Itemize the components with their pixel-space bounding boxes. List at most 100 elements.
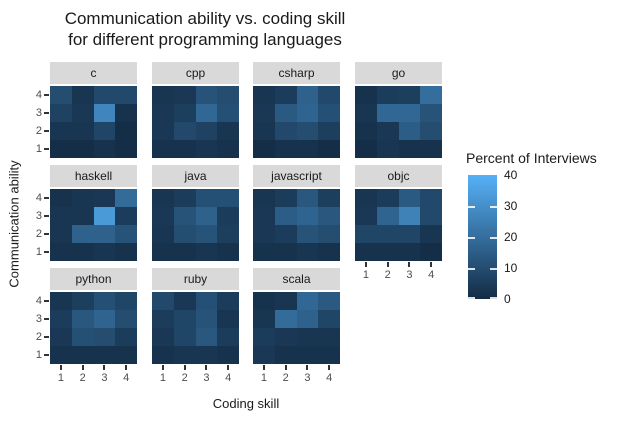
heatmap-cell-haskell-x1-y4 [50,189,72,207]
colorbar-tick [490,297,497,299]
heatmap-cell-haskell-x2-y3 [71,207,94,225]
heatmap-cell-java-x1-y1 [152,243,174,261]
y-tick-label: 1 [35,246,42,258]
facet-strip-ruby: ruby [152,268,239,290]
y-tick-mark [44,251,49,253]
chart-title-line1: Communication ability vs. coding skill [64,9,346,28]
heatmap-cell-javascript-x2-y3 [274,207,297,225]
heatmap-cell-java-x3-y4 [195,189,218,207]
facet-strip-label: c [90,66,97,80]
heatmap-cell-ruby-x1-y4 [152,292,174,310]
heatmap-cell-c-x3-y4 [93,86,116,104]
y-tick-mark [44,148,49,150]
x-tick-label: 1 [159,372,166,384]
facet-strip-label: haskell [74,169,113,183]
heatmap-cell-python-x4-y2 [115,328,137,346]
heatmap-cell-scala-x4-y1 [318,346,340,364]
facet-strip-scala: scala [253,268,340,290]
facet-strip-java: java [152,165,239,187]
x-tick-label: 1 [260,372,267,384]
facet-panel-csharp [253,86,340,158]
y-tick-label: 1 [35,143,42,155]
heatmap-cell-python-x3-y4 [93,292,116,310]
legend-tick-label-40: 40 [504,168,518,182]
heatmap-cell-cpp-x2-y1 [173,140,196,158]
heatmap-cell-scala-x1-y3 [253,310,275,328]
heatmap-cell-haskell-x3-y2 [93,225,116,243]
heatmap-cell-haskell-x4-y4 [115,189,137,207]
heatmap-cell-go-x4-y4 [420,86,442,104]
y-tick-mark [44,94,49,96]
heatmap-cell-objc-x2-y1 [376,243,399,261]
x-tick-label: 3 [304,372,311,384]
heatmap-cell-ruby-x4-y1 [217,346,239,364]
heatmap-cell-python-x1-y4 [50,292,72,310]
heatmap-cell-python-x4-y3 [115,310,137,328]
facet-panel-cpp [152,86,239,158]
heatmap-cell-haskell-x4-y3 [115,207,137,225]
heatmap-cell-cpp-x2-y2 [173,122,196,140]
heatmap-cell-python-x4-y4 [115,292,137,310]
heatmap-cell-csharp-x4-y2 [318,122,340,140]
x-tick-mark [306,365,309,370]
heatmap-cell-haskell-x1-y3 [50,207,72,225]
heatmap-cell-objc-x1-y4 [355,189,377,207]
heatmap-cell-python-x4-y1 [115,346,137,364]
heatmap-cell-java-x3-y3 [195,207,218,225]
heatmap-cell-javascript-x2-y2 [274,225,297,243]
heatmap-cell-python-x2-y2 [71,328,94,346]
facet-strip-label: ruby [183,272,208,286]
heatmap-cell-ruby-x4-y3 [217,310,239,328]
heatmap-cell-csharp-x1-y2 [253,122,275,140]
heatmap-cell-objc-x2-y3 [376,207,399,225]
colorbar-tick [468,237,475,239]
heatmap-cell-cpp-x2-y4 [173,86,196,104]
heatmap-cell-csharp-x2-y4 [274,86,297,104]
heatmap-cell-ruby-x1-y3 [152,310,174,328]
heatmap-cell-java-x3-y2 [195,225,218,243]
heatmap-cell-scala-x3-y2 [296,328,319,346]
heatmap-cell-c-x4-y3 [115,104,137,122]
heatmap-cell-objc-x2-y4 [376,189,399,207]
chart-title: Communication ability vs. coding skill f… [0,8,410,50]
heatmap-cell-haskell-x2-y1 [71,243,94,261]
y-tick-mark [44,336,49,338]
heatmap-cell-javascript-x1-y4 [253,189,275,207]
heatmap-cell-javascript-x2-y4 [274,189,297,207]
x-tick-mark [205,365,208,370]
heatmap-cell-cpp-x1-y1 [152,140,174,158]
heatmap-cell-cpp-x2-y3 [173,104,196,122]
heatmap-cell-javascript-x4-y3 [318,207,340,225]
heatmap-cell-scala-x4-y3 [318,310,340,328]
facet-panel-javascript [253,189,340,261]
heatmap-cell-haskell-x4-y1 [115,243,137,261]
heatmap-cell-ruby-x3-y4 [195,292,218,310]
y-tick-label: 4 [35,89,42,101]
x-tick-label: 4 [123,372,130,384]
heatmap-cell-javascript-x4-y4 [318,189,340,207]
facet-strip-objc: objc [355,165,442,187]
heatmap-cell-cpp-x4-y1 [217,140,239,158]
heatmap-cell-scala-x3-y3 [296,310,319,328]
y-tick-label: 2 [35,125,42,137]
heatmap-cell-c-x2-y1 [71,140,94,158]
heatmap-cell-csharp-x3-y2 [296,122,319,140]
colorbar-tick [490,237,497,239]
colorbar-tick [490,268,497,270]
heatmap-cell-java-x4-y4 [217,189,239,207]
heatmap-cell-go-x1-y2 [355,122,377,140]
facet-strip-label: objc [387,169,410,183]
heatmap-cell-c-x4-y4 [115,86,137,104]
x-tick-label: 2 [384,269,391,281]
heatmap-cell-java-x3-y1 [195,243,218,261]
heatmap-cell-python-x3-y3 [93,310,116,328]
heatmap-cell-python-x3-y1 [93,346,116,364]
facet-strip-label: cpp [185,66,206,80]
y-tick-label: 3 [35,313,42,325]
heatmap-cell-go-x4-y1 [420,140,442,158]
facet-panel-java [152,189,239,261]
facet-strip-cpp: cpp [152,62,239,84]
heatmap-cell-cpp-x4-y2 [217,122,239,140]
x-tick-label: 1 [362,269,369,281]
heatmap-cell-python-x3-y2 [93,328,116,346]
